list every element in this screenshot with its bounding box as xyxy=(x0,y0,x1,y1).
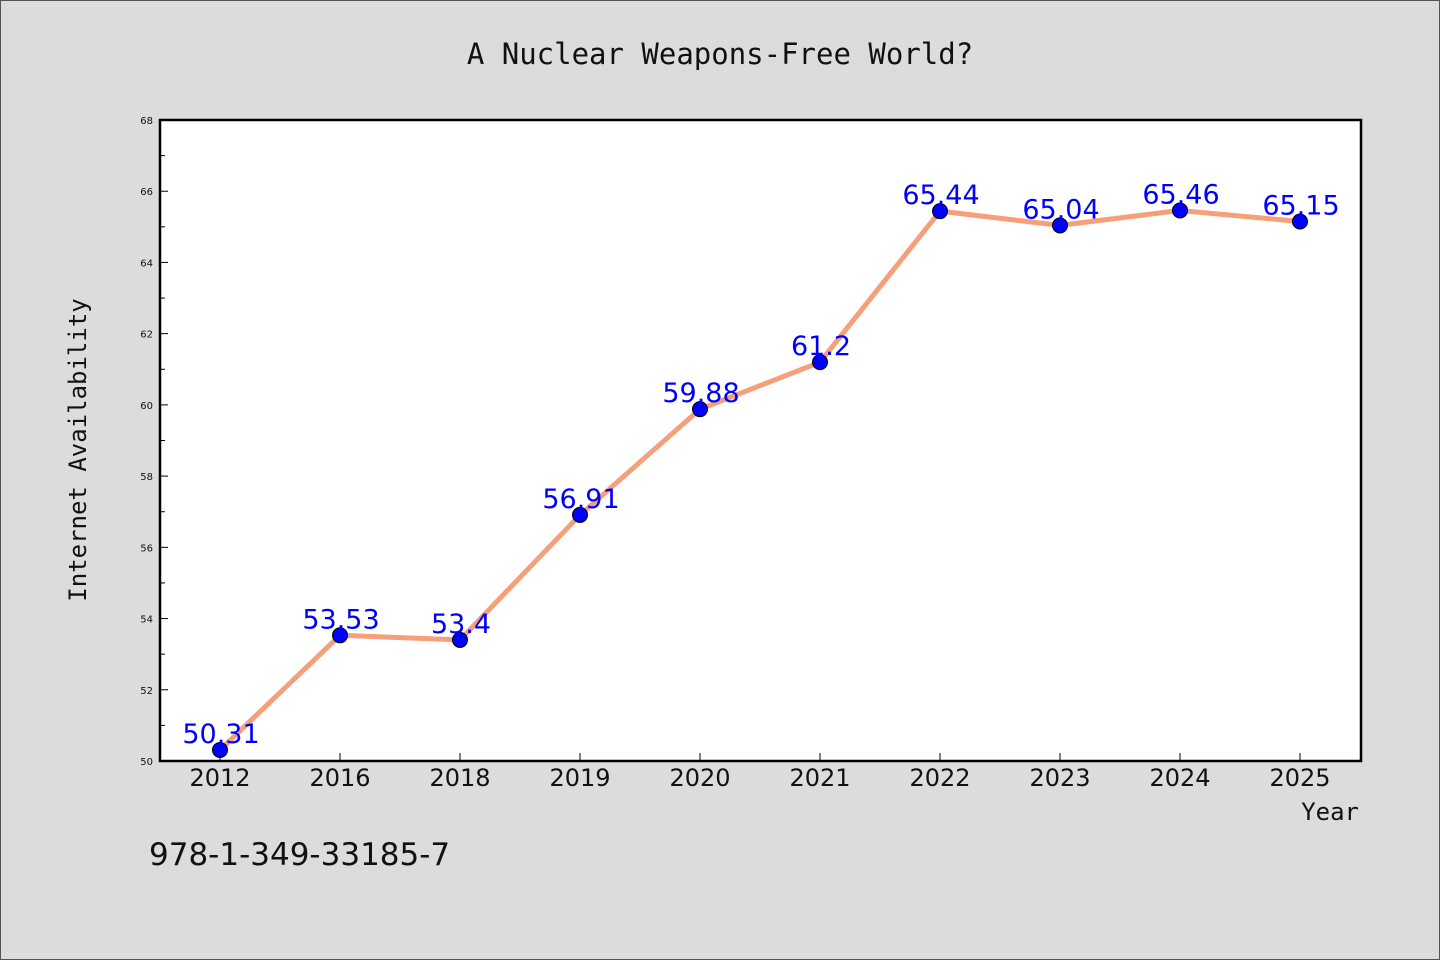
data-point xyxy=(1172,202,1188,219)
y-tick-label: 68 xyxy=(140,116,153,127)
footer-isbn: 978-1-349-33185-7 xyxy=(149,837,450,873)
y-tick-label: 64 xyxy=(140,258,153,269)
data-label: 53.53 xyxy=(302,604,379,635)
data-point xyxy=(932,203,948,220)
y-axis: 50 52 54 56 58 60 62 64 66 68 xyxy=(140,116,168,768)
y-tick-label: 66 xyxy=(140,187,153,198)
data-labels: 50.31 53.53 53.4 56.91 59.88 61.2 65.44 65.04 65… xyxy=(182,179,1339,750)
x-tick-label: 2019 xyxy=(549,764,610,792)
x-tick-label: 2022 xyxy=(909,764,970,792)
y-tick-label: 56 xyxy=(140,543,153,554)
x-axis: 2012 2016 2018 2019 2020 2021 2022 2023 2024 2025 xyxy=(189,753,1331,792)
data-point xyxy=(812,354,828,371)
chart-title: A Nuclear Weapons-Free World? xyxy=(467,37,973,71)
x-tick-label: 2012 xyxy=(189,764,250,792)
x-tick-label: 2020 xyxy=(669,764,730,792)
y-tick-label: 60 xyxy=(140,401,153,412)
data-label: 65.15 xyxy=(1262,190,1339,221)
x-tick-label: 2018 xyxy=(429,764,490,792)
data-point xyxy=(572,506,588,523)
x-tick-label: 2016 xyxy=(309,764,370,792)
series-layer xyxy=(212,202,1308,758)
x-tick-label: 2024 xyxy=(1149,764,1210,792)
data-label: 65.46 xyxy=(1142,179,1219,210)
series-line xyxy=(217,207,1303,753)
y-tick-label: 50 xyxy=(140,757,153,768)
data-label: 61.2 xyxy=(791,331,851,362)
data-label: 53.4 xyxy=(431,609,491,640)
y-tick-label: 54 xyxy=(140,615,153,626)
plot-border xyxy=(158,118,1363,763)
data-point xyxy=(1292,213,1308,230)
data-point xyxy=(212,741,228,758)
data-label: 56.91 xyxy=(542,484,619,515)
y-tick-label: 52 xyxy=(140,686,153,697)
y-tick-label: 62 xyxy=(140,330,153,341)
x-tick-label: 2021 xyxy=(789,764,850,792)
data-label: 65.44 xyxy=(902,180,979,211)
plot-area xyxy=(160,120,1361,761)
data-label: 65.04 xyxy=(1022,194,1099,225)
data-point xyxy=(1052,217,1068,234)
x-tick-label: 2025 xyxy=(1269,764,1330,792)
data-label: 50.31 xyxy=(182,719,259,750)
data-label: 59.88 xyxy=(662,378,739,409)
data-point xyxy=(452,631,468,648)
y-tick-label: 58 xyxy=(140,472,153,483)
y-axis-title: Internet Availability xyxy=(64,298,92,601)
data-point xyxy=(332,627,348,644)
x-axis-title: Year xyxy=(1301,798,1359,826)
x-tick-label: 2023 xyxy=(1029,764,1090,792)
data-point xyxy=(692,401,708,418)
